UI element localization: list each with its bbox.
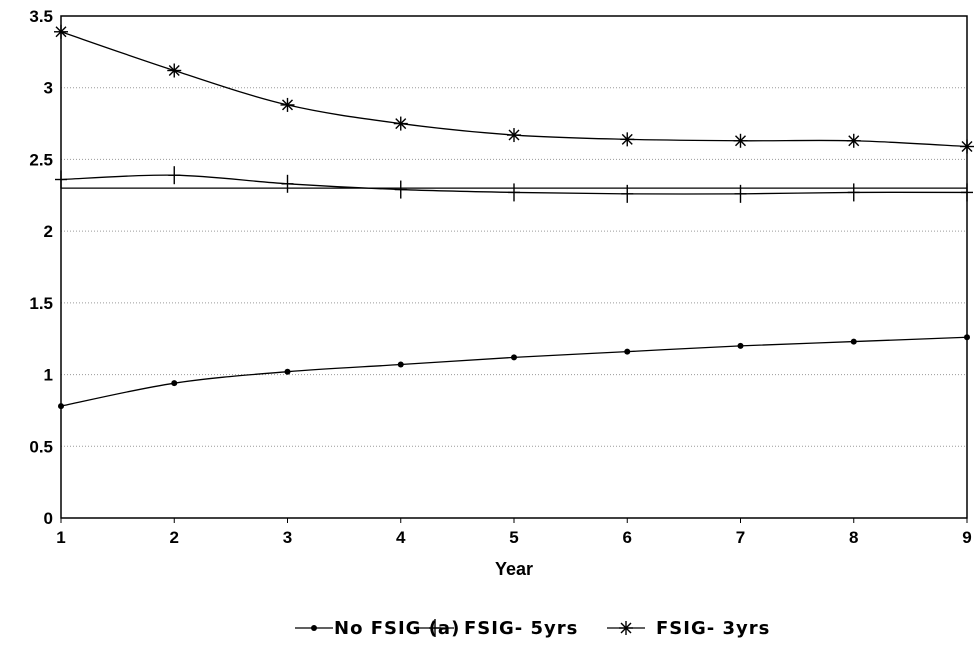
data-point bbox=[171, 380, 178, 387]
data-point bbox=[737, 342, 744, 349]
x-tick-label: 4 bbox=[396, 528, 406, 547]
y-tick-label: 2.5 bbox=[29, 150, 53, 169]
grid-lines bbox=[61, 87, 967, 447]
data-point bbox=[167, 63, 182, 78]
x-tick-label: 5 bbox=[509, 528, 518, 547]
data-point bbox=[280, 97, 295, 112]
y-tick-label: 2 bbox=[44, 222, 53, 241]
data-point bbox=[621, 184, 634, 203]
x-tick-label: 8 bbox=[849, 528, 858, 547]
data-point bbox=[846, 133, 861, 148]
y-tick-label: 3.5 bbox=[29, 7, 53, 26]
data-point bbox=[624, 348, 631, 355]
plot-area-frame bbox=[60, 15, 968, 519]
legend-marker bbox=[429, 619, 441, 637]
data-point bbox=[284, 368, 291, 375]
data-point bbox=[507, 128, 521, 143]
legend-marker bbox=[311, 625, 317, 631]
x-axis-label: Year bbox=[495, 559, 533, 579]
data-point bbox=[508, 183, 520, 202]
y-tick-label: 1.5 bbox=[29, 294, 53, 313]
data-point bbox=[847, 183, 860, 202]
y-axis-ticks: 0 0.5 1 1.5 2 2.5 3 3.5 bbox=[29, 7, 53, 528]
x-tick-label: 3 bbox=[283, 528, 292, 547]
y-tick-label: 0.5 bbox=[29, 437, 53, 456]
data-point bbox=[394, 180, 407, 199]
data-point bbox=[733, 133, 748, 148]
x-tick-label: 6 bbox=[623, 528, 632, 547]
x-tick-label: 7 bbox=[736, 528, 745, 547]
y-tick-label: 3 bbox=[44, 79, 53, 98]
data-point bbox=[511, 354, 517, 361]
x-tick-label: 9 bbox=[962, 528, 971, 547]
data-point bbox=[168, 166, 181, 185]
x-tick-label: 2 bbox=[170, 528, 179, 547]
y-tick-label: 1 bbox=[44, 366, 53, 385]
data-point bbox=[850, 338, 857, 345]
legend-entry-label: FSIG- 5yrs bbox=[464, 618, 578, 639]
series-line-0 bbox=[60, 336, 968, 407]
legend: No FSIG (a) FSIG- 5yrs FSIG- 3yrs bbox=[295, 618, 770, 639]
data-point bbox=[393, 116, 408, 131]
legend-marker bbox=[619, 621, 633, 635]
data-point bbox=[620, 132, 635, 147]
data-point bbox=[397, 361, 404, 368]
data-point bbox=[734, 184, 747, 203]
legend-entry-label: No FSIG (a) bbox=[334, 618, 460, 639]
x-axis-ticks: 1 2 3 4 5 6 7 8 9 bbox=[56, 518, 972, 547]
legend-entry-label: FSIG- 3yrs bbox=[656, 618, 770, 639]
x-tick-label: 1 bbox=[56, 528, 65, 547]
series-group bbox=[54, 24, 974, 410]
data-point bbox=[281, 174, 294, 193]
y-tick-label: 0 bbox=[44, 509, 53, 528]
